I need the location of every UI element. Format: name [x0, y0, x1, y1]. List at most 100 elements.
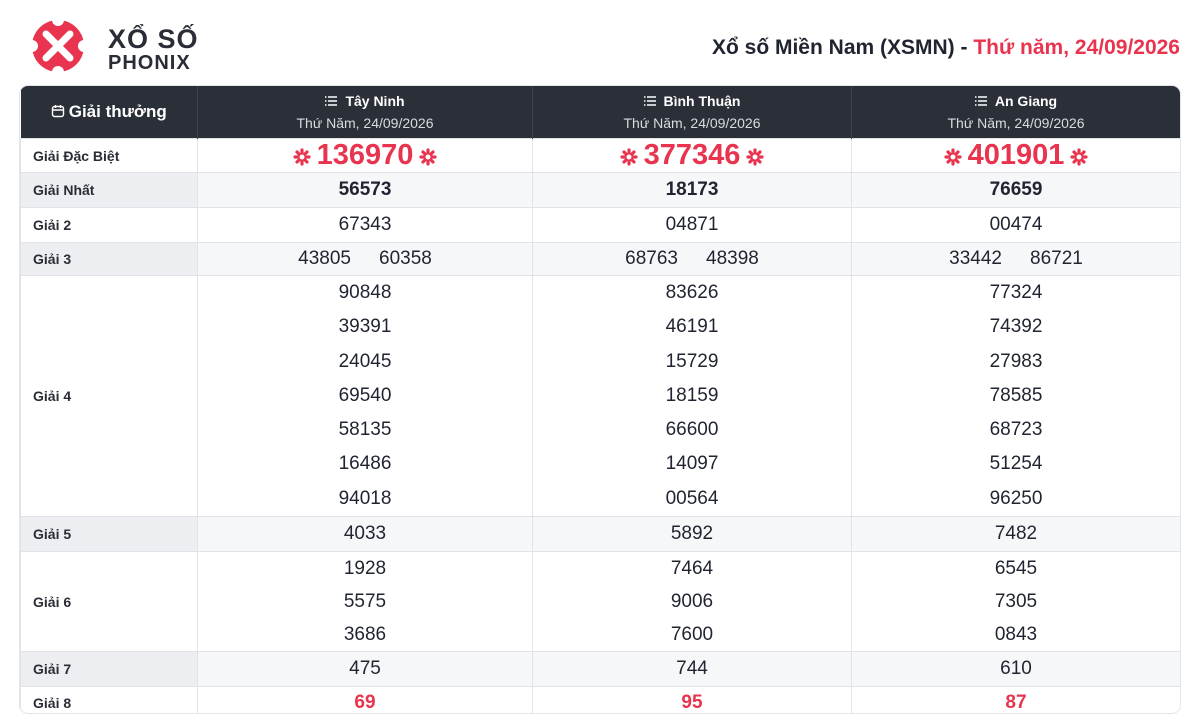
number: 39391 [338, 316, 392, 338]
prize-label: Giải Nhất [20, 172, 198, 208]
prize-label: Giải 2 [20, 207, 198, 243]
title-date: Thứ năm, 24/09/2026 [973, 36, 1180, 59]
special-number: 377346 [533, 139, 851, 172]
number: 83626 [665, 282, 719, 303]
number: 5892 [670, 523, 714, 545]
number: 86721 [1030, 248, 1083, 269]
calendar-icon [51, 105, 64, 118]
logo-icon [26, 16, 90, 76]
number: 74392 [989, 316, 1043, 338]
number: 68763 [625, 248, 678, 269]
number: 00474 [989, 214, 1043, 235]
prize-cell: 33442 86721 [851, 242, 1180, 276]
number: 78585 [989, 384, 1043, 406]
province-name: An Giang [994, 93, 1058, 109]
star-icon [944, 148, 962, 166]
prize-label: Giải 5 [20, 516, 198, 553]
prize-cell: 136970 [197, 138, 533, 173]
draw-date: Thứ Năm, 24/09/2026 [296, 115, 434, 131]
number: 69540 [338, 384, 392, 406]
number: 5575 [343, 591, 387, 613]
prize-cell: 00474 [851, 207, 1180, 243]
number: 7600 [670, 624, 714, 646]
special-number: 136970 [198, 139, 532, 172]
prize-label: Giải 8 [20, 686, 198, 713]
number: 9006 [670, 591, 714, 613]
number: 87 [1005, 692, 1027, 713]
number: 18159 [665, 384, 719, 406]
prize-label: Giải 4 [20, 274, 198, 518]
prize-cell: 76659 [851, 172, 1180, 208]
number: 27983 [989, 350, 1043, 372]
prize-cell: 5892 [532, 516, 852, 553]
number: 00564 [665, 487, 719, 509]
number: 60358 [379, 248, 432, 269]
prize-row: Giải 2 67343 04871 00474 [20, 207, 1180, 243]
column-header: An Giang Thứ Năm, 24/09/2026 [851, 86, 1180, 139]
prize-row: Giải Đặc Biệt 136970 377346 401901 [20, 138, 1180, 173]
number: 33442 [949, 248, 1002, 269]
number: 7482 [994, 523, 1038, 545]
number: 7305 [994, 591, 1038, 613]
prize-cell: 68763 48398 [532, 242, 852, 276]
prize-label: Giải 3 [20, 242, 198, 276]
prize-cell: 401901 [851, 138, 1180, 173]
province-name: Tây Ninh [345, 93, 405, 109]
prize-cell: 83626 46191 15729 18159 66600 14097 00564 [532, 274, 852, 518]
column-header: Tây Ninh Thứ Năm, 24/09/2026 [197, 86, 533, 139]
logo-text: XỔ SỐ [108, 24, 199, 54]
number: 18173 [665, 179, 719, 200]
special-number: 401901 [852, 139, 1180, 172]
prize-row: Giải 6 1928 5575 3686 7464 9006 7600 6545 7305 08… [20, 551, 1180, 653]
prize-cell: 7482 [851, 516, 1180, 553]
draw-date: Thứ Năm, 24/09/2026 [947, 115, 1085, 131]
corner-label: Giải thưởng [68, 102, 167, 121]
number: 67343 [338, 214, 392, 235]
number: 77324 [989, 282, 1043, 303]
number: 69 [354, 692, 376, 713]
star-icon [419, 148, 437, 166]
number: 96250 [989, 487, 1043, 509]
prize-cell: 67343 [197, 207, 533, 243]
prize-row: Giải 3 43805 60358 68763 48398 33442 86721 [20, 242, 1180, 276]
prize-cell: 87 [851, 686, 1180, 713]
number: 0843 [994, 624, 1038, 646]
results-table: Giải thưởng Tây Ninh Thứ Năm, 24/09/2026 B… [20, 86, 1180, 713]
header-row: Giải thưởng Tây Ninh Thứ Năm, 24/09/2026 B… [20, 86, 1180, 139]
logo-text: PHONIX [108, 52, 191, 74]
number: 4033 [343, 523, 387, 545]
prize-cell: 04871 [532, 207, 852, 243]
number: 3686 [343, 624, 387, 646]
number: 1928 [343, 558, 387, 580]
prize-cell: 77324 74392 27983 78585 68723 51254 96250 [851, 274, 1180, 518]
star-icon [293, 148, 311, 166]
prize-row: Giải 8 69 95 87 [20, 686, 1180, 713]
corner-cell: Giải thưởng [20, 86, 198, 139]
prize-label: Giải Đặc Biệt [20, 138, 198, 173]
number: 46191 [665, 316, 719, 338]
number: 51254 [989, 453, 1043, 475]
number: 610 [1000, 658, 1032, 680]
number: 6545 [994, 558, 1038, 580]
prize-label: Giải 7 [20, 651, 198, 688]
star-icon [1070, 148, 1088, 166]
prize-label: Giải 6 [20, 551, 198, 653]
table: Giải thưởng Tây Ninh Thứ Năm, 24/09/2026 B… [20, 86, 1180, 713]
page-title: Xổ số Miền Nam (XSMN) - Thứ năm, 24/09/2… [712, 36, 1180, 60]
number: 377346 [643, 139, 741, 171]
prize-cell: 377346 [532, 138, 852, 173]
number: 56573 [338, 179, 392, 200]
prize-row: Giải Nhất 56573 18173 76659 [20, 172, 1180, 208]
number: 66600 [665, 419, 719, 441]
number: 16486 [338, 453, 392, 475]
prize-cell: 744 [532, 651, 852, 688]
prize-row: Giải 5 4033 5892 7482 [20, 516, 1180, 553]
prize-cell: 610 [851, 651, 1180, 688]
prize-cell: 69 [197, 686, 533, 713]
prize-cell: 90848 39391 24045 69540 58135 16486 94018 [197, 274, 533, 518]
prize-cell: 1928 5575 3686 [197, 551, 533, 653]
number: 43805 [298, 248, 351, 269]
number: 58135 [338, 419, 392, 441]
list-icon [325, 96, 338, 106]
